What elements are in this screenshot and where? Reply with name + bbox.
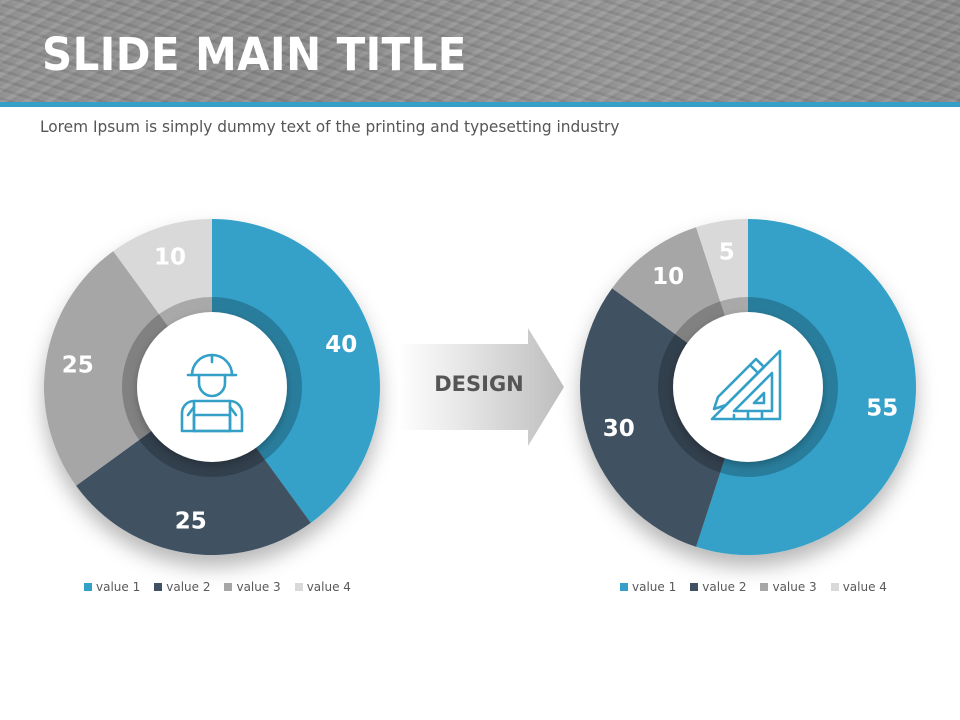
legend-label: value 3 xyxy=(772,580,817,594)
slice-label-1: 40 xyxy=(325,332,357,358)
design-arrow xyxy=(398,328,564,446)
slice-label-3: 10 xyxy=(652,264,684,290)
pencil-triangle-ruler-icon xyxy=(710,349,782,421)
legend-swatch xyxy=(224,583,233,591)
donut-chart-left-svg: 40 25 25 10 xyxy=(44,219,380,555)
legend-item-2: value 2 xyxy=(154,580,210,594)
slide-subtitle: Lorem Ipsum is simply dummy text of the … xyxy=(40,117,620,136)
legend-swatch xyxy=(690,583,699,591)
donut-slice-3 xyxy=(44,251,212,486)
header-accent-bar xyxy=(0,102,960,107)
design-arrow-label: DESIGN xyxy=(434,372,524,396)
legend-item-3: value 3 xyxy=(760,580,817,594)
legend-item-3: value 3 xyxy=(224,580,281,594)
slice-label-2: 30 xyxy=(603,416,635,442)
legend-swatch xyxy=(830,583,839,591)
slice-label-2: 25 xyxy=(175,508,207,534)
legend-swatch xyxy=(620,583,628,591)
donut-slice-2 xyxy=(76,387,311,555)
slice-label-4: 5 xyxy=(719,240,735,266)
slice-labels: 40 25 25 10 xyxy=(62,245,358,535)
legend-label: value 1 xyxy=(96,580,141,594)
legend-label: value 2 xyxy=(702,580,747,594)
donut-chart-right: 55 30 10 5 xyxy=(568,210,928,570)
legend-label: value 1 xyxy=(632,580,677,594)
legend-label: value 4 xyxy=(842,580,887,594)
slice-labels: 55 30 10 5 xyxy=(603,240,899,442)
donut-center xyxy=(673,312,823,462)
legend-swatch xyxy=(154,583,163,591)
slide-title: SLIDE MAIN TITLE xyxy=(42,28,467,81)
slice-label-4: 10 xyxy=(154,245,186,271)
donut-chart-left: 40 25 25 10 xyxy=(32,210,392,570)
legend-item-2: value 2 xyxy=(690,580,746,594)
donut-center xyxy=(137,312,287,462)
legend-label: value 4 xyxy=(306,580,351,594)
legend-label: value 2 xyxy=(166,580,211,594)
legend-swatch xyxy=(84,583,92,591)
legend-item-1: value 1 xyxy=(84,580,140,594)
slice-label-1: 55 xyxy=(866,395,898,421)
header-banner xyxy=(0,0,960,102)
construction-worker-icon xyxy=(180,353,244,433)
legend-swatch xyxy=(294,583,303,591)
slice-label-3: 25 xyxy=(62,353,94,379)
legend-right: value 1 value 2 value 3 value 4 xyxy=(620,580,887,594)
legend-item-4: value 4 xyxy=(294,580,351,594)
legend-label: value 3 xyxy=(236,580,281,594)
legend-item-4: value 4 xyxy=(830,580,887,594)
legend-item-1: value 1 xyxy=(620,580,676,594)
legend-swatch xyxy=(760,583,769,591)
donut-chart-right-svg: 55 30 10 5 xyxy=(580,219,916,555)
donut-slice-2 xyxy=(580,288,748,547)
legend-left: value 1 value 2 value 3 value 4 xyxy=(84,580,351,594)
donut-slices xyxy=(44,219,380,555)
donut-slice-1 xyxy=(212,219,380,523)
